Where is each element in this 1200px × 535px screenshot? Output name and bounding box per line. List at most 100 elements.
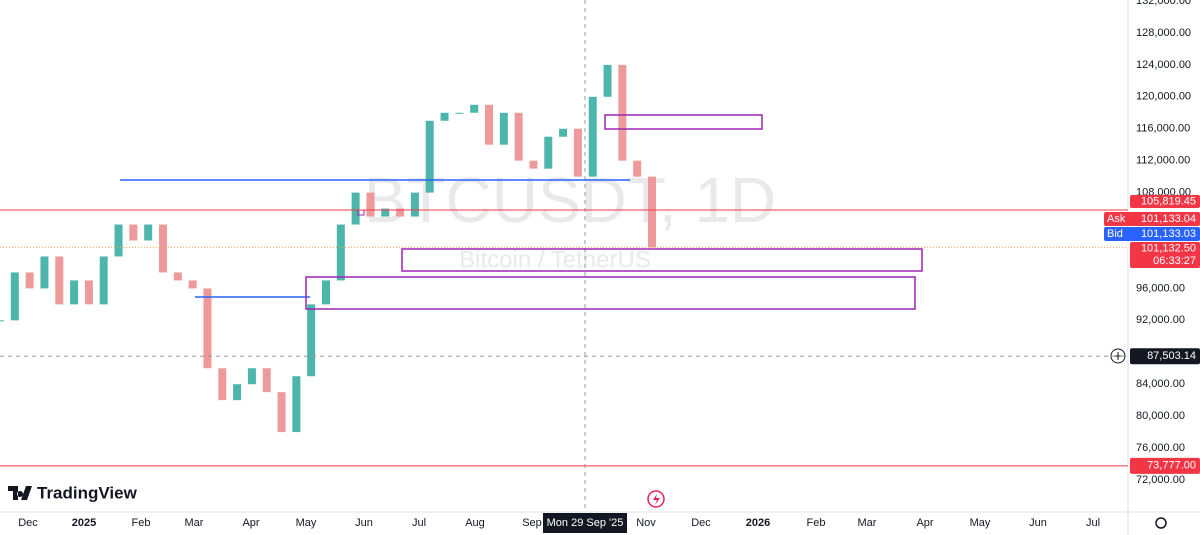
zone-box bbox=[305, 276, 916, 310]
time-tick-label: Jun bbox=[1029, 517, 1047, 529]
candle bbox=[440, 112, 449, 121]
countdown-tag: 06:33:27 bbox=[1153, 255, 1196, 267]
time-tick-label: Apr bbox=[242, 517, 259, 529]
bid-tag-bg bbox=[1104, 227, 1200, 241]
candle bbox=[648, 176, 656, 248]
candle bbox=[129, 224, 138, 241]
time-tick-label: Nov bbox=[636, 517, 656, 529]
price-tick-label: 92,000.00 bbox=[1136, 314, 1185, 326]
settings-icon[interactable] bbox=[1155, 517, 1167, 529]
time-tick-label: 2025 bbox=[72, 517, 96, 529]
price-tick-label: 116,000.00 bbox=[1136, 123, 1190, 135]
time-tick-label: Mar bbox=[185, 517, 204, 529]
time-tick-label: Aug bbox=[465, 517, 485, 529]
candle bbox=[233, 384, 242, 401]
time-tick-label: May bbox=[970, 517, 991, 529]
logo-text: TradingView bbox=[37, 483, 138, 502]
price-tick-label: 132,000.00 bbox=[1136, 0, 1191, 7]
time-tick-label: Jul bbox=[412, 517, 426, 529]
candle bbox=[218, 368, 227, 401]
candle bbox=[588, 96, 597, 177]
candle bbox=[351, 192, 360, 225]
events-icon[interactable] bbox=[647, 490, 665, 508]
candle bbox=[55, 256, 64, 305]
candle bbox=[410, 192, 419, 217]
candle bbox=[277, 392, 286, 433]
zone-box bbox=[401, 248, 923, 272]
watermark-symbol: BTCUSDT, 1D bbox=[364, 164, 777, 236]
candle bbox=[99, 256, 108, 305]
candle bbox=[70, 280, 79, 305]
candle bbox=[485, 104, 493, 145]
zone-box bbox=[604, 114, 763, 130]
candle bbox=[559, 128, 568, 137]
price-tick-label: 124,000.00 bbox=[1136, 59, 1191, 71]
crosshair-price-bg bbox=[1130, 348, 1200, 365]
candle bbox=[84, 280, 93, 305]
candle bbox=[633, 160, 642, 177]
candle bbox=[573, 128, 582, 177]
last-tag-bg bbox=[1130, 242, 1200, 268]
candle bbox=[188, 280, 197, 289]
price-tick-label: 84,000.00 bbox=[1136, 378, 1185, 390]
price-tick-label: 120,000.00 bbox=[1136, 91, 1191, 103]
time-tick-label: Dec bbox=[691, 517, 711, 529]
alert-high-tag: 105,819.45 bbox=[1141, 195, 1196, 207]
alert-low-tag: 73,777.00 bbox=[1147, 460, 1196, 472]
candle bbox=[514, 112, 523, 161]
price-tick-label: 76,000.00 bbox=[1136, 442, 1185, 454]
candle bbox=[10, 272, 19, 321]
alert-low-bg bbox=[1130, 457, 1200, 474]
candle bbox=[529, 160, 538, 169]
candle bbox=[322, 280, 330, 305]
candle bbox=[262, 368, 271, 393]
crosshair-time-tag bbox=[543, 513, 627, 533]
time-tick-label: Dec bbox=[18, 517, 38, 529]
watermark-description: Bitcoin / TetherUS bbox=[459, 246, 651, 273]
candle bbox=[173, 272, 182, 281]
candles bbox=[0, 64, 656, 433]
time-tick-label: Jul bbox=[1086, 517, 1100, 529]
candle bbox=[144, 224, 153, 241]
candle bbox=[470, 104, 479, 113]
candle bbox=[114, 224, 123, 257]
time-tick-label: Mar bbox=[858, 517, 877, 529]
candle bbox=[25, 272, 34, 289]
alert-high-tag-bg bbox=[1130, 195, 1200, 209]
price-tick-label: 128,000.00 bbox=[1136, 27, 1191, 39]
candle bbox=[40, 256, 49, 289]
candle bbox=[425, 120, 434, 193]
time-tick-label: May bbox=[296, 517, 317, 529]
ask-tag: 101,133.04 bbox=[1141, 213, 1196, 225]
price-tick-label: 96,000.00 bbox=[1136, 282, 1185, 294]
candle bbox=[307, 304, 316, 377]
candle bbox=[396, 208, 405, 217]
time-tick-label: Sep bbox=[522, 517, 542, 529]
time-tick-label: 2026 bbox=[746, 517, 770, 529]
logo: TradingView bbox=[8, 483, 138, 502]
ask-tag-bg bbox=[1104, 212, 1200, 226]
price-tick-label: 72,000.00 bbox=[1136, 474, 1185, 486]
time-tick-label: Apr bbox=[916, 517, 933, 529]
crosshair-price-tag: 87,503.14 bbox=[1147, 350, 1196, 362]
bid-tag: 101,133.03 bbox=[1141, 228, 1196, 240]
time-tick-label: Feb bbox=[807, 517, 826, 529]
candle bbox=[499, 112, 508, 145]
candle bbox=[544, 136, 553, 169]
candle bbox=[366, 192, 375, 217]
bid-name: Bid bbox=[1107, 228, 1123, 240]
candle bbox=[603, 64, 612, 97]
time-tick-label: Jun bbox=[355, 517, 373, 529]
candle bbox=[336, 224, 345, 281]
candle bbox=[381, 208, 390, 217]
candle bbox=[203, 288, 212, 369]
candle bbox=[159, 224, 167, 273]
price-tick-label: 80,000.00 bbox=[1136, 410, 1185, 422]
last-price-tag: 101,132.50 bbox=[1141, 242, 1196, 254]
price-tick-label: 112,000.00 bbox=[1136, 155, 1190, 167]
crosshair-time-label: Mon 29 Sep '25 bbox=[547, 517, 624, 529]
time-tick-label: Feb bbox=[132, 517, 151, 529]
candle bbox=[292, 376, 301, 433]
candle bbox=[618, 64, 627, 161]
